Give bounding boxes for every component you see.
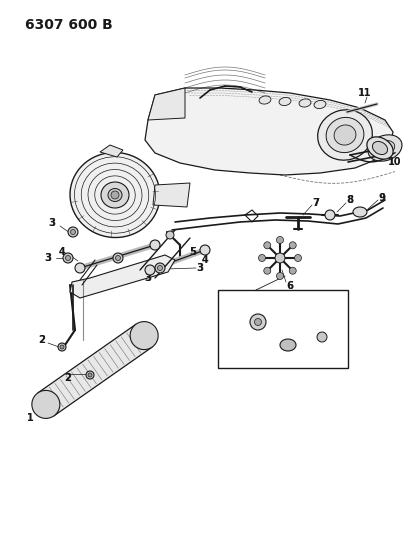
- Circle shape: [155, 263, 165, 273]
- Circle shape: [63, 253, 73, 263]
- Circle shape: [71, 230, 75, 235]
- Circle shape: [150, 240, 160, 250]
- Text: 2: 2: [64, 373, 71, 383]
- Ellipse shape: [32, 390, 60, 418]
- Circle shape: [58, 343, 66, 351]
- Ellipse shape: [373, 141, 388, 155]
- Ellipse shape: [314, 100, 326, 109]
- Text: 3: 3: [44, 253, 51, 263]
- Text: 2: 2: [39, 335, 45, 345]
- Circle shape: [66, 255, 71, 261]
- Circle shape: [115, 255, 120, 261]
- Text: 9: 9: [379, 193, 386, 203]
- Text: 2: 2: [65, 373, 71, 383]
- Text: 3: 3: [49, 218, 55, 228]
- Ellipse shape: [375, 141, 395, 156]
- Text: 4: 4: [202, 255, 208, 265]
- Circle shape: [111, 191, 119, 199]
- Bar: [218, 290, 348, 368]
- Text: 11: 11: [359, 88, 371, 98]
- Ellipse shape: [368, 135, 402, 161]
- Text: 1: 1: [27, 413, 33, 423]
- Circle shape: [264, 242, 271, 249]
- Ellipse shape: [353, 207, 367, 217]
- Text: 13: 13: [308, 350, 322, 360]
- Text: 7: 7: [313, 198, 319, 208]
- Circle shape: [289, 242, 296, 249]
- Polygon shape: [70, 255, 175, 298]
- Ellipse shape: [280, 339, 296, 351]
- Circle shape: [68, 227, 78, 237]
- Text: 3: 3: [197, 263, 203, 273]
- Circle shape: [255, 319, 262, 326]
- Ellipse shape: [318, 110, 373, 160]
- Circle shape: [113, 253, 123, 263]
- Text: 2: 2: [39, 335, 45, 345]
- Text: 3: 3: [197, 263, 203, 273]
- Ellipse shape: [259, 96, 271, 104]
- Circle shape: [88, 373, 92, 377]
- Circle shape: [317, 332, 327, 342]
- Circle shape: [277, 237, 284, 244]
- Circle shape: [289, 267, 296, 274]
- Text: 6307 600 B: 6307 600 B: [25, 18, 113, 32]
- Circle shape: [60, 345, 64, 349]
- Polygon shape: [148, 88, 185, 120]
- Circle shape: [200, 245, 210, 255]
- Circle shape: [295, 254, 302, 262]
- Circle shape: [277, 272, 284, 279]
- Text: 4: 4: [59, 247, 65, 257]
- Polygon shape: [153, 183, 190, 207]
- Ellipse shape: [326, 117, 364, 152]
- Circle shape: [86, 371, 94, 379]
- Text: 12: 12: [242, 295, 254, 305]
- Circle shape: [325, 210, 335, 220]
- Text: 12: 12: [241, 295, 255, 305]
- Ellipse shape: [334, 125, 356, 145]
- Ellipse shape: [299, 99, 311, 107]
- Circle shape: [264, 267, 271, 274]
- Circle shape: [75, 263, 85, 273]
- Text: 10: 10: [389, 157, 401, 167]
- Text: 1: 1: [27, 413, 33, 423]
- Circle shape: [275, 253, 285, 263]
- Circle shape: [157, 265, 162, 271]
- Text: 4: 4: [202, 255, 208, 265]
- Text: 9: 9: [379, 193, 385, 203]
- Text: 7: 7: [313, 198, 319, 208]
- Text: 3: 3: [45, 253, 51, 263]
- Text: 3: 3: [144, 273, 151, 283]
- Circle shape: [145, 265, 155, 275]
- Polygon shape: [145, 88, 393, 175]
- Polygon shape: [38, 324, 152, 416]
- Ellipse shape: [101, 182, 129, 208]
- Ellipse shape: [108, 189, 122, 201]
- Text: 3: 3: [145, 273, 151, 283]
- Text: 11: 11: [358, 88, 372, 98]
- Text: 5: 5: [190, 247, 196, 257]
- Ellipse shape: [279, 98, 291, 106]
- Circle shape: [250, 314, 266, 330]
- Text: 5: 5: [190, 247, 196, 257]
- Ellipse shape: [130, 321, 158, 350]
- Polygon shape: [100, 145, 123, 157]
- Text: 6: 6: [287, 281, 293, 291]
- Text: 4: 4: [59, 247, 65, 257]
- Ellipse shape: [367, 137, 393, 159]
- Text: 8: 8: [346, 195, 353, 205]
- Text: 13: 13: [309, 350, 321, 360]
- Circle shape: [259, 254, 266, 262]
- Text: 8: 8: [347, 195, 353, 205]
- Text: 6: 6: [287, 281, 293, 291]
- Circle shape: [166, 231, 174, 239]
- Text: 3: 3: [49, 218, 55, 228]
- Text: 10: 10: [388, 157, 402, 167]
- Ellipse shape: [70, 152, 160, 238]
